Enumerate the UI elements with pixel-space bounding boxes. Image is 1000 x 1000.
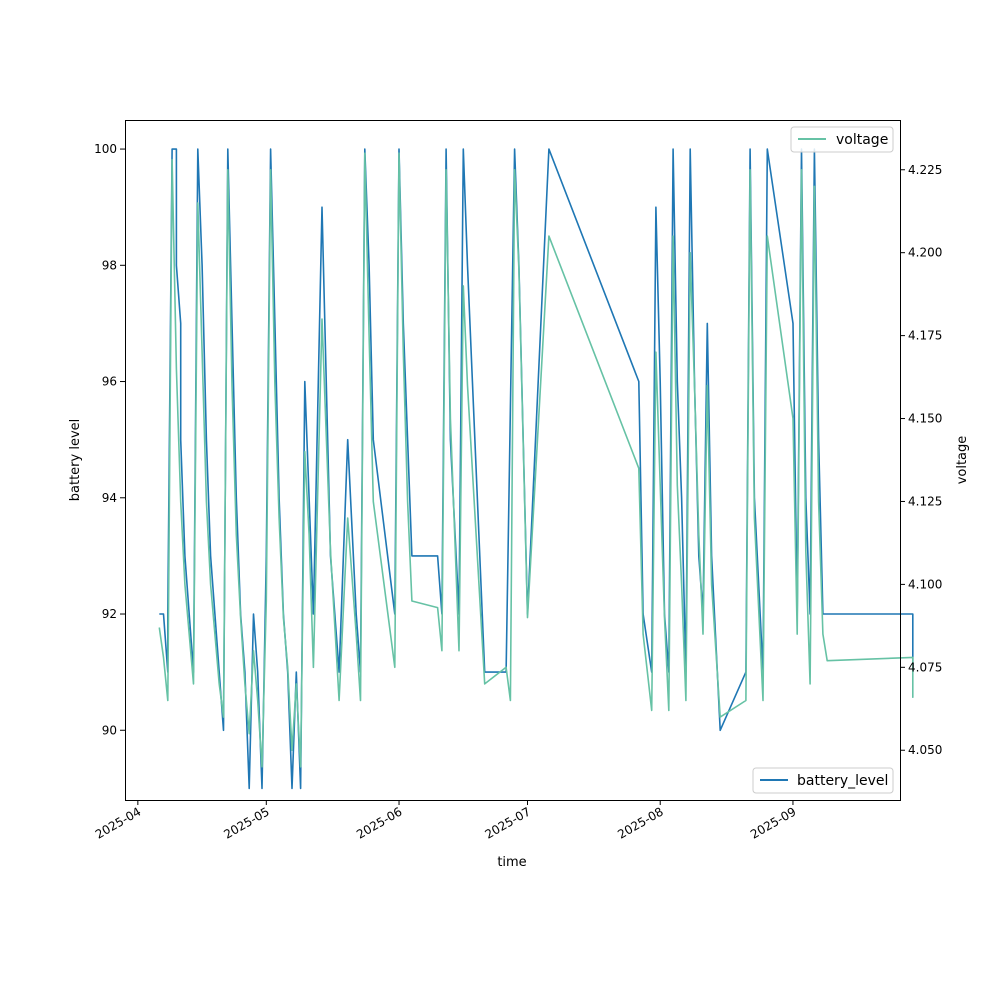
x-axis: 2025-04 2025-05 2025-06 2025-07 2025-08 2025-… — [93, 800, 798, 842]
series-line-voltage — [158, 152, 914, 768]
y-left-tick-label: 96 — [102, 375, 117, 389]
y-right-tick-label: 4.075 — [908, 660, 942, 674]
x-tick-label: 2025-05 — [221, 804, 271, 841]
y-right-tick-label: 4.225 — [908, 163, 942, 177]
x-tick-label: 2025-08 — [615, 804, 665, 841]
x-tick-label: 2025-09 — [748, 804, 798, 841]
legend-battery-level-box — [752, 767, 894, 794]
y-axis-left: 90 92 94 96 98 100 — [94, 142, 125, 737]
legend-voltage-label: voltage — [836, 132, 888, 148]
y-left-tick-label: 92 — [102, 607, 117, 621]
y-right-tick-label: 4.200 — [908, 246, 942, 260]
x-tick-label: 2025-07 — [483, 804, 533, 841]
y-left-tick-label: 100 — [94, 142, 117, 156]
x-tick-label: 2025-04 — [93, 804, 143, 841]
y-left-tick-label: 98 — [102, 258, 117, 272]
legend-battery-level: battery_level — [752, 767, 894, 794]
plot-frame — [125, 120, 901, 801]
plot-area — [125, 120, 914, 801]
y-right-tick-label: 4.175 — [908, 329, 942, 343]
legend-voltage: voltage — [790, 126, 894, 153]
legend-voltage-box — [790, 126, 894, 153]
y-axis-left-label: battery level — [68, 419, 83, 502]
series-layer — [158, 148, 914, 790]
x-axis-label: time — [497, 855, 526, 870]
y-right-tick-label: 4.100 — [908, 577, 942, 591]
y-right-tick-label: 4.050 — [908, 743, 942, 757]
y-axis-right-label: voltage — [955, 436, 970, 485]
y-left-tick-label: 94 — [102, 491, 117, 505]
y-right-tick-label: 4.125 — [908, 494, 942, 508]
legend-battery-level-label: battery_level — [797, 773, 888, 789]
y-right-tick-label: 4.150 — [908, 412, 942, 426]
y-axis-right: 4.050 4.075 4.100 4.125 4.150 4.175 4.200 4.225 — [900, 163, 942, 757]
y-left-tick-label: 90 — [102, 723, 117, 737]
x-tick-label: 2025-06 — [354, 804, 404, 841]
